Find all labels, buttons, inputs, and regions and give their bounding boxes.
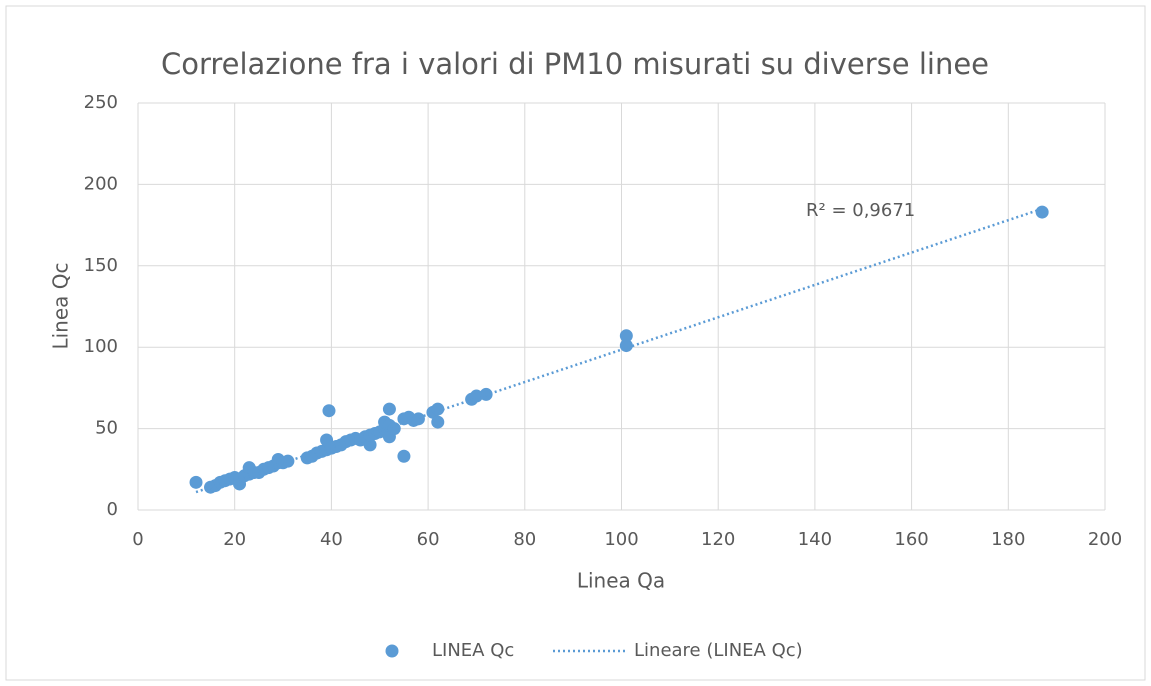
scatter-point xyxy=(322,404,336,418)
y-tick-label: 150 xyxy=(84,255,118,276)
scatter-point xyxy=(411,412,425,426)
scatter-point xyxy=(189,475,203,489)
scatter-point xyxy=(363,438,377,452)
scatter-point xyxy=(431,402,445,416)
x-tick-label: 80 xyxy=(513,529,536,550)
x-tick-label: 100 xyxy=(604,529,638,550)
legend-label: LINEA Qc xyxy=(432,640,514,661)
x-tick-label: 180 xyxy=(991,529,1025,550)
scatter-point xyxy=(382,402,396,416)
x-tick-label: 120 xyxy=(701,529,735,550)
scatter-point xyxy=(397,449,411,463)
x-tick-label: 160 xyxy=(894,529,928,550)
scatter-point xyxy=(431,415,445,429)
x-tick-label: 0 xyxy=(132,529,143,550)
trendline xyxy=(195,207,1043,494)
x-tick-label: 20 xyxy=(223,529,246,550)
x-tick-label: 60 xyxy=(417,529,440,550)
x-tick-label: 140 xyxy=(798,529,832,550)
chart-border xyxy=(5,5,1146,681)
y-tick-label: 0 xyxy=(107,499,118,520)
y-axis-label: Linea Qc xyxy=(49,262,73,349)
scatter-point xyxy=(1035,205,1049,219)
x-tick-label: 40 xyxy=(320,529,343,550)
scatter-point xyxy=(619,329,633,343)
y-tick-label: 250 xyxy=(84,92,118,113)
scatter-point xyxy=(387,422,401,436)
x-tick-label: 200 xyxy=(1088,529,1122,550)
legend-marker xyxy=(385,644,399,658)
trendline-label: R² = 0,9671 xyxy=(806,200,915,221)
y-tick-label: 200 xyxy=(84,173,118,194)
y-tick-label: 100 xyxy=(84,336,118,357)
scatter-point xyxy=(469,389,483,403)
legend-label: Lineare (LINEA Qc) xyxy=(634,640,803,661)
chart-title: Correlazione fra i valori di PM10 misura… xyxy=(161,47,989,81)
x-axis-label: Linea Qa xyxy=(577,569,665,593)
y-tick-label: 50 xyxy=(95,418,118,439)
